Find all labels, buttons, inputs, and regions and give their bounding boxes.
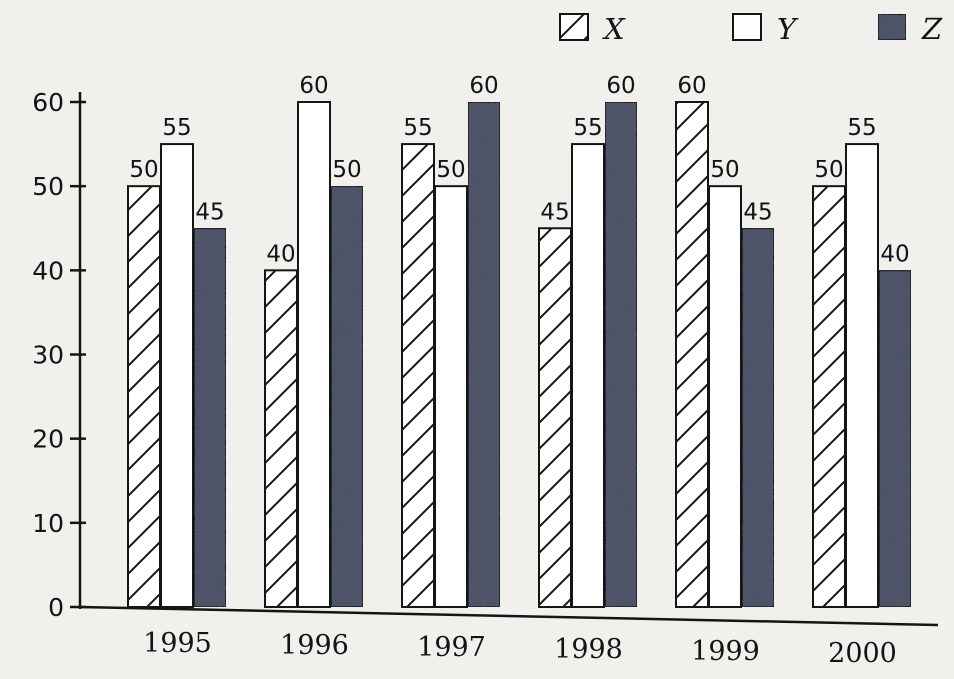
y-axis: 0 10 20 30 40 50 60 bbox=[32, 88, 86, 622]
data-label-y-1997: 50 bbox=[436, 157, 465, 183]
x-tick-label-1999: 1999 bbox=[691, 636, 760, 667]
legend-swatch-x bbox=[559, 13, 589, 41]
data-label-z-1995: 45 bbox=[195, 199, 224, 225]
x-tick-label-1997: 1997 bbox=[417, 632, 486, 663]
bar-z-1997 bbox=[467, 101, 501, 608]
y-tick-label: 30 bbox=[32, 341, 64, 370]
x-tick-label-1995: 1995 bbox=[143, 628, 212, 659]
y-tick-label: 40 bbox=[32, 256, 64, 285]
bar-x-1998 bbox=[538, 227, 572, 608]
data-label-z-1999: 45 bbox=[743, 199, 772, 225]
bar-z-1999 bbox=[741, 227, 775, 608]
bar-z-2000 bbox=[878, 269, 912, 608]
x-axis-line bbox=[79, 605, 939, 627]
bars bbox=[127, 101, 912, 609]
x-tick-label-1996: 1996 bbox=[280, 630, 349, 661]
data-label-z-1996: 50 bbox=[332, 157, 361, 183]
data-label-y-1999: 50 bbox=[710, 157, 739, 183]
legend-swatch-z bbox=[877, 13, 907, 41]
legend-label-x: X bbox=[602, 12, 626, 46]
bar-x-1999 bbox=[675, 101, 709, 608]
bar-y-2000 bbox=[845, 143, 879, 608]
data-label-x-1995: 50 bbox=[129, 157, 158, 183]
data-label-y-2000: 55 bbox=[847, 115, 876, 141]
bar-z-1998 bbox=[604, 101, 638, 608]
data-label-z-2000: 40 bbox=[880, 241, 909, 267]
bar-y-1997 bbox=[434, 185, 468, 609]
bar-x-1995 bbox=[127, 185, 161, 609]
bar-z-1996 bbox=[330, 185, 364, 609]
bar-x-1997 bbox=[401, 143, 435, 608]
data-label-x-1999: 60 bbox=[677, 73, 706, 99]
data-label-z-1997: 60 bbox=[469, 73, 498, 99]
legend: X Y Z bbox=[559, 12, 943, 46]
y-tick-label: 20 bbox=[32, 425, 64, 454]
bar-y-1999 bbox=[708, 185, 742, 609]
x-axis: 1995 1996 1997 1998 1999 2000 bbox=[79, 605, 939, 669]
bar-y-1996 bbox=[297, 101, 331, 608]
legend-label-z: Z bbox=[921, 12, 943, 46]
data-label-y-1996: 60 bbox=[299, 73, 328, 99]
data-label-y-1998: 55 bbox=[573, 115, 602, 141]
bar-x-1996 bbox=[264, 269, 298, 608]
bar-x-2000 bbox=[812, 185, 846, 609]
data-label-x-2000: 50 bbox=[814, 157, 843, 183]
y-tick-label: 0 bbox=[48, 593, 64, 622]
x-tick-label-2000: 2000 bbox=[828, 638, 897, 669]
legend-swatch-y bbox=[732, 13, 762, 41]
y-tick-label: 50 bbox=[32, 172, 64, 201]
y-tick-label: 60 bbox=[32, 88, 64, 117]
data-label-x-1998: 45 bbox=[540, 199, 569, 225]
y-tick-label: 10 bbox=[32, 509, 64, 538]
bar-z-1995 bbox=[193, 227, 227, 608]
data-label-y-1995: 55 bbox=[162, 115, 191, 141]
data-label-z-1998: 60 bbox=[606, 73, 635, 99]
bar-y-1998 bbox=[571, 143, 605, 608]
legend-label-y: Y bbox=[777, 12, 799, 46]
data-label-x-1996: 40 bbox=[266, 241, 295, 267]
data-label-x-1997: 55 bbox=[403, 115, 432, 141]
bar-y-1995 bbox=[160, 143, 194, 608]
x-tick-label-1998: 1998 bbox=[554, 634, 623, 665]
